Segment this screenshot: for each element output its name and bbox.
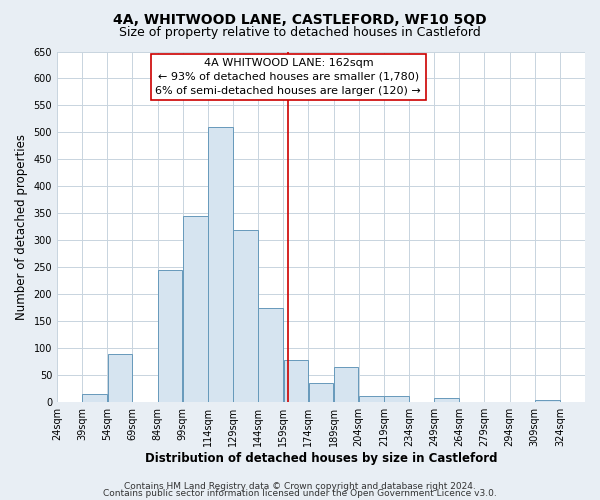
Text: 4A WHITWOOD LANE: 162sqm
← 93% of detached houses are smaller (1,780)
6% of semi: 4A WHITWOOD LANE: 162sqm ← 93% of detach… (155, 58, 421, 96)
Bar (82, 394, 107, 402)
Text: Contains public sector information licensed under the Open Government Licence v3: Contains public sector information licen… (103, 489, 497, 498)
Bar (359, 396, 383, 402)
Bar (284, 360, 308, 402)
Text: Contains HM Land Registry data © Crown copyright and database right 2024.: Contains HM Land Registry data © Crown c… (124, 482, 476, 491)
Bar (309, 384, 334, 402)
Bar (384, 396, 409, 402)
Bar (434, 398, 459, 402)
Bar (208, 127, 233, 402)
Bar (535, 400, 560, 402)
Bar (233, 230, 258, 402)
X-axis label: Distribution of detached houses by size in Castleford: Distribution of detached houses by size … (145, 452, 497, 465)
Y-axis label: Number of detached properties: Number of detached properties (15, 134, 28, 320)
Bar (259, 308, 283, 402)
Text: Size of property relative to detached houses in Castleford: Size of property relative to detached ho… (119, 26, 481, 39)
Bar (158, 270, 182, 402)
Bar (107, 354, 132, 402)
Bar (334, 367, 358, 402)
Text: 4A, WHITWOOD LANE, CASTLEFORD, WF10 5QD: 4A, WHITWOOD LANE, CASTLEFORD, WF10 5QD (113, 12, 487, 26)
Bar (183, 216, 208, 402)
